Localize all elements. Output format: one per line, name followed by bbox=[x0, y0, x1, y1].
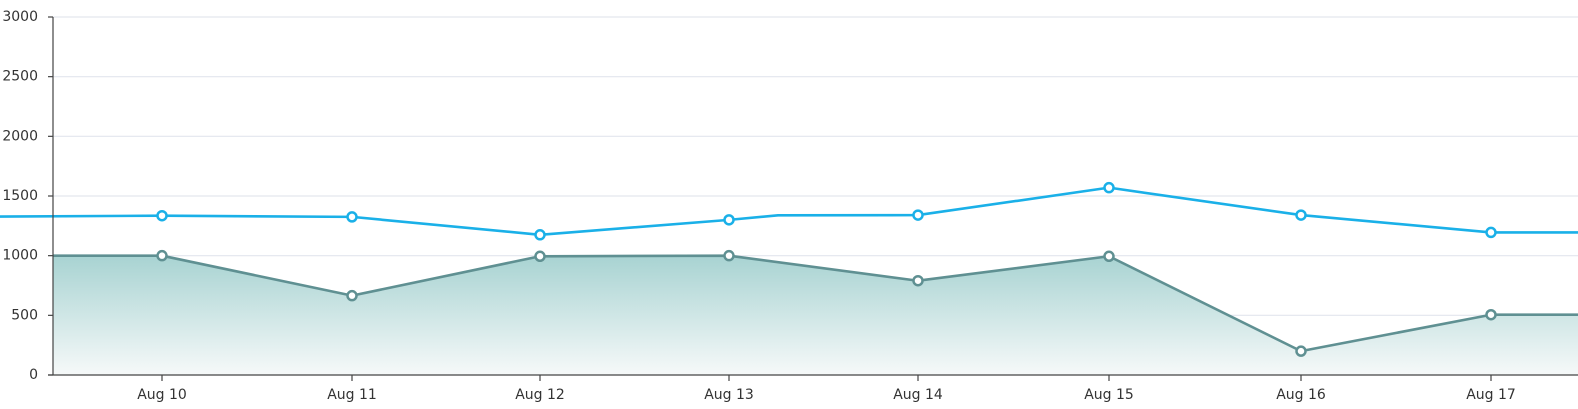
line-layer bbox=[0, 186, 1578, 353]
x-tick-label: Aug 15 bbox=[1084, 387, 1134, 403]
x-tick-label: Aug 14 bbox=[893, 387, 943, 403]
series-1-point[interactable] bbox=[1485, 226, 1497, 239]
tick-labels: 0 500 1000 1500 2000 2500 3000 Aug 10 Aug 11 Aug … bbox=[2, 9, 1515, 403]
series-2-point[interactable] bbox=[1295, 345, 1307, 357]
area-layer bbox=[53, 255, 1578, 375]
series-1-point[interactable] bbox=[912, 209, 924, 221]
series-2-point[interactable] bbox=[346, 289, 358, 302]
y-tick-label: 1000 bbox=[2, 248, 38, 264]
series-2-area bbox=[53, 255, 1578, 375]
point-layer bbox=[156, 181, 1497, 357]
series-1-point[interactable] bbox=[346, 211, 358, 223]
series-2-point[interactable] bbox=[1485, 308, 1497, 321]
y-tick-label: 3000 bbox=[2, 9, 38, 25]
series-2-point[interactable] bbox=[723, 249, 735, 262]
series-2-point[interactable] bbox=[534, 250, 546, 263]
x-tick-label: Aug 12 bbox=[515, 387, 565, 403]
series-2-point[interactable] bbox=[156, 249, 168, 262]
series-1-point[interactable] bbox=[534, 229, 546, 241]
x-tick-label: Aug 17 bbox=[1466, 387, 1516, 403]
axes bbox=[48, 16, 1578, 381]
x-tick-label: Aug 10 bbox=[137, 387, 187, 403]
series-1-point[interactable] bbox=[156, 209, 168, 222]
series-1-point[interactable] bbox=[723, 214, 735, 226]
x-tick-label: Aug 16 bbox=[1276, 387, 1326, 403]
y-tick-label: 2000 bbox=[2, 128, 38, 144]
y-tick-label: 500 bbox=[11, 307, 38, 323]
series-2-point[interactable] bbox=[912, 274, 924, 287]
x-tick-label: Aug 13 bbox=[704, 387, 754, 403]
x-tick-label: Aug 11 bbox=[327, 387, 377, 403]
series-1-point[interactable] bbox=[1103, 181, 1115, 194]
series-1-line bbox=[0, 186, 1578, 237]
gridlines bbox=[53, 16, 1578, 316]
y-tick-label: 0 bbox=[29, 367, 38, 383]
y-tick-label: 1500 bbox=[2, 188, 38, 204]
y-tick-label: 2500 bbox=[2, 69, 38, 85]
series-2-point[interactable] bbox=[1103, 250, 1115, 263]
series-1-point[interactable] bbox=[1295, 209, 1307, 221]
series-2-line bbox=[53, 254, 1578, 353]
